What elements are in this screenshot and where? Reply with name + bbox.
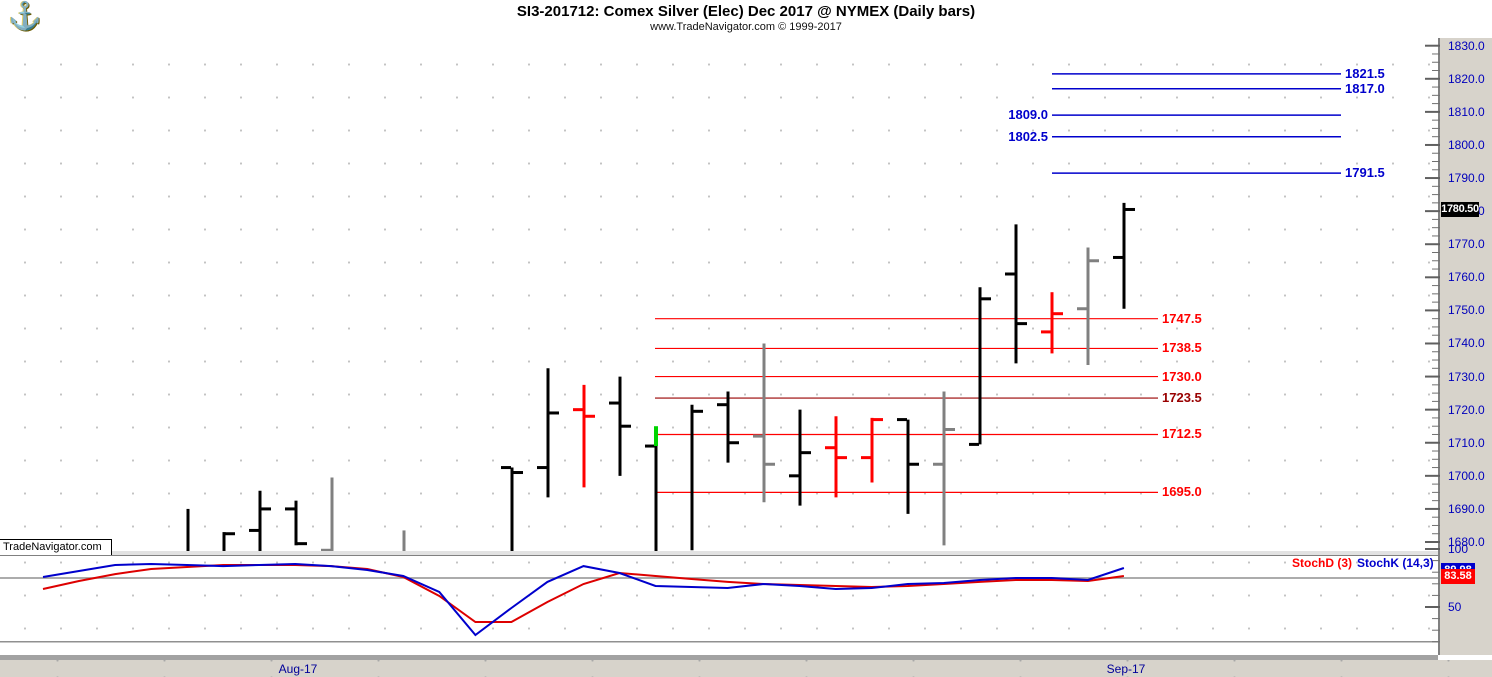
panel-separator	[0, 551, 1438, 555]
price-axis[interactable]	[1440, 38, 1492, 655]
chart-title: SI3-201712: Comex Silver (Elec) Dec 2017…	[516, 3, 976, 20]
price-chart-panel[interactable]	[0, 38, 1438, 551]
stochastic-panel[interactable]	[0, 555, 1438, 655]
last-price-badge: 1780.50	[1441, 202, 1479, 217]
stochd-value-badge: 83.58	[1441, 569, 1475, 584]
chart-subtitle: www.TradeNavigator.com © 1999-2017	[650, 21, 842, 33]
stochk-legend-label: StochK (14,3)	[1357, 556, 1434, 570]
stochd-legend-label: StochD (3)	[1292, 556, 1352, 570]
bottom-separator-band	[0, 655, 1438, 660]
tradenavigator-watermark: TradeNavigator.com	[0, 539, 112, 555]
time-axis[interactable]	[0, 660, 1492, 677]
